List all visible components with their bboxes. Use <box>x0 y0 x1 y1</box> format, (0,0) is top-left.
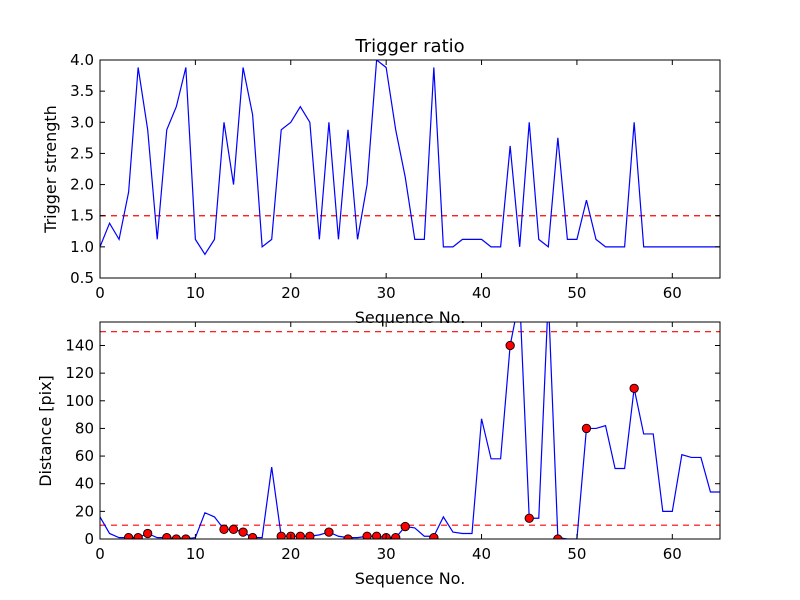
trigger-ratio-plot-area <box>100 60 720 256</box>
distance-ticks: 0 10 20 30 40 50 60 0 20 40 60 80 100 120 140 <box>65 322 720 563</box>
distance-data-point <box>362 531 372 539</box>
trigger-ratio-x-tick-label: 60 <box>663 284 682 302</box>
distance-panel: 0 10 20 30 40 50 60 0 20 40 60 80 100 120 140 Sequence… <box>36 321 721 588</box>
distance-series-line <box>100 322 720 539</box>
distance-x-tick-label: 40 <box>472 545 491 563</box>
distance-ylabel: Distance [pix] <box>36 375 55 487</box>
trigger-ratio-x-tick-label: 20 <box>281 284 300 302</box>
distance-data-point <box>295 531 305 539</box>
distance-data-point <box>324 527 334 537</box>
distance-y-tick-label: 140 <box>65 336 94 354</box>
trigger-ratio-y-tick-label: 2.0 <box>70 176 94 194</box>
distance-y-tick-label: 100 <box>65 392 94 410</box>
distance-y-tick-label: 60 <box>75 447 94 465</box>
distance-x-tick-label: 50 <box>567 545 586 563</box>
distance-data-point <box>629 383 639 393</box>
distance-y-tick-label: 20 <box>75 502 94 520</box>
distance-x-tick-label: 20 <box>281 545 300 563</box>
distance-x-tick-label: 60 <box>663 545 682 563</box>
distance-x-tick-label: 0 <box>95 545 105 563</box>
trigger-ratio-x-tick-label: 40 <box>472 284 491 302</box>
distance-axes-frame <box>99 321 721 540</box>
trigger-ratio-y-tick-label: 2.5 <box>70 144 94 162</box>
trigger-ratio-y-tick-label: 0.5 <box>70 269 94 287</box>
distance-data-point <box>238 527 248 537</box>
trigger-ratio-x-tick-label: 10 <box>186 284 205 302</box>
distance-x-tick-label: 30 <box>377 545 396 563</box>
trigger-ratio-xlabel: Sequence No. <box>355 308 466 327</box>
trigger-ratio-series-line <box>100 60 720 256</box>
trigger-ratio-axes-frame <box>99 59 721 279</box>
distance-data-point <box>391 532 401 539</box>
distance-data-point <box>143 528 153 539</box>
distance-y-tick-label: 80 <box>75 419 94 437</box>
distance-xlabel: Sequence No. <box>355 569 466 588</box>
distance-data-point <box>133 532 143 539</box>
distance-data-point <box>581 423 592 434</box>
distance-y-tick-label: 120 <box>65 364 94 382</box>
distance-data-point <box>162 532 172 539</box>
trigger-ratio-y-tick-label: 1.5 <box>70 207 94 225</box>
distance-y-tick-label: 40 <box>75 475 94 493</box>
trigger-ratio-y-tick-label: 3.0 <box>70 113 94 131</box>
distance-plot-area <box>100 322 720 539</box>
trigger-ratio-ylabel: Trigger strength <box>41 105 60 234</box>
distance-data-point <box>276 531 286 539</box>
distance-data-point <box>123 532 134 539</box>
trigger-ratio-panel: Trigger ratio 0 10 20 30 40 50 60 0.5 1.0 1.5 2.0 2… <box>41 36 721 327</box>
distance-data-point <box>247 532 258 539</box>
distance-data-point <box>305 531 315 539</box>
distance-data-point <box>429 532 439 539</box>
distance-data-point <box>228 524 239 534</box>
distance-data-point <box>219 524 229 534</box>
chart-title: Trigger ratio <box>354 36 464 57</box>
trigger-ratio-ticks: 0 10 20 30 40 50 60 0.5 1.0 1.5 2.0 2.5 3.0 3.5 4.0 <box>70 51 720 302</box>
trigger-ratio-x-tick-label: 50 <box>567 284 586 302</box>
distance-data-point <box>371 531 382 539</box>
trigger-ratio-x-tick-label: 30 <box>377 284 396 302</box>
trigger-ratio-x-tick-label: 0 <box>95 284 105 302</box>
distance-data-point <box>400 521 410 532</box>
distance-data-point <box>524 513 534 523</box>
trigger-ratio-y-tick-label: 3.5 <box>70 82 94 100</box>
distance-y-tick-label: 0 <box>84 530 94 548</box>
trigger-ratio-y-tick-label: 1.0 <box>70 238 94 256</box>
trigger-ratio-y-tick-label: 4.0 <box>70 51 94 69</box>
distance-data-point <box>505 340 515 351</box>
distance-x-tick-label: 10 <box>186 545 205 563</box>
